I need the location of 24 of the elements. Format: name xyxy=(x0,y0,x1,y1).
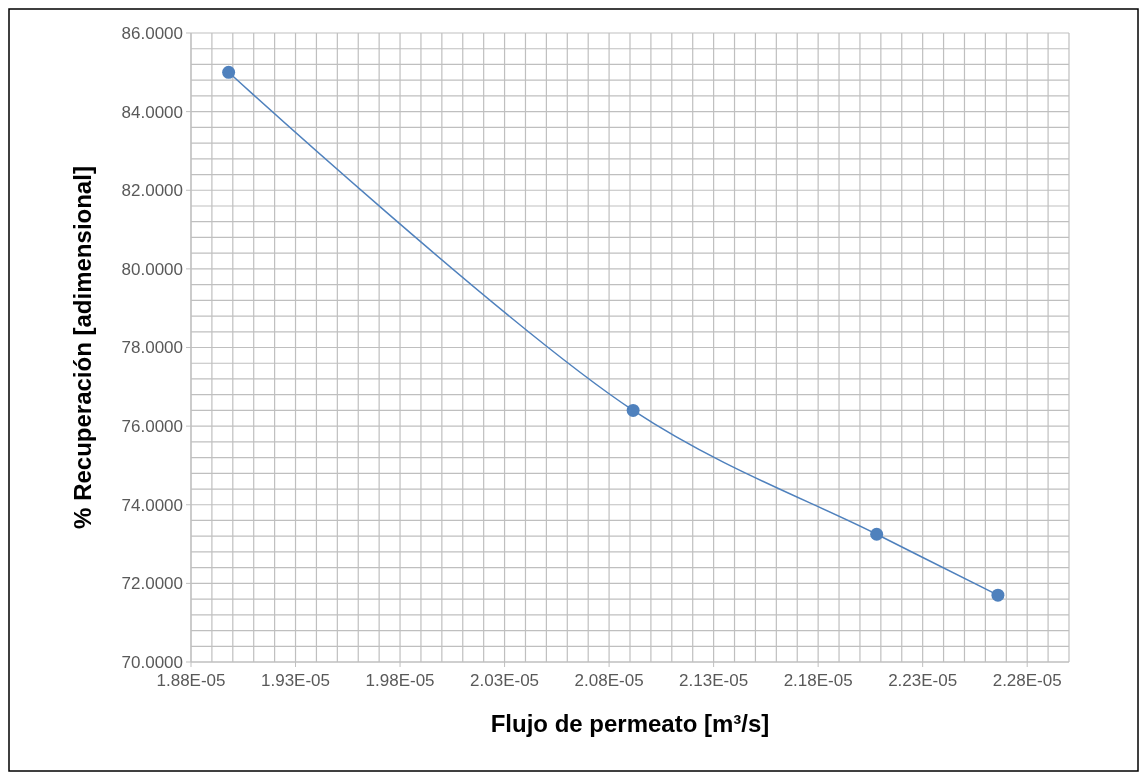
x-tick-label: 2.08E-05 xyxy=(574,671,644,690)
point xyxy=(626,403,640,417)
y-tick-label: 74.0000 xyxy=(121,495,183,515)
x-tick-label: 1.93E-05 xyxy=(261,671,331,690)
y-tick-label: 72.0000 xyxy=(121,574,183,594)
x-tick-label: 2.23E-05 xyxy=(888,671,958,690)
y-tick-label: 82.0000 xyxy=(121,181,183,201)
point xyxy=(222,65,236,79)
x-tick-label: 2.13E-05 xyxy=(679,671,749,690)
y-tick-label: 86.0000 xyxy=(121,23,183,43)
y-axis-title: % Recuperación [adimensional] xyxy=(69,166,96,529)
x-tick-label: 2.03E-05 xyxy=(470,671,540,690)
x-tick-label: 1.98E-05 xyxy=(365,671,435,690)
y-tick-label: 80.0000 xyxy=(121,259,183,279)
x-tick-label: 1.88E-05 xyxy=(156,671,226,690)
y-tick-label: 76.0000 xyxy=(121,417,183,437)
x-axis-title: Flujo de permeato [m³/s] xyxy=(490,710,770,737)
point xyxy=(991,588,1005,602)
y-tick-label: 78.0000 xyxy=(121,338,183,358)
y-tick-label: 70.0000 xyxy=(121,652,183,672)
point xyxy=(870,527,884,541)
x-tick-label: 2.28E-05 xyxy=(992,671,1062,690)
x-tick-label: 2.18E-05 xyxy=(783,671,853,690)
y-tick-label: 84.0000 xyxy=(121,102,183,122)
